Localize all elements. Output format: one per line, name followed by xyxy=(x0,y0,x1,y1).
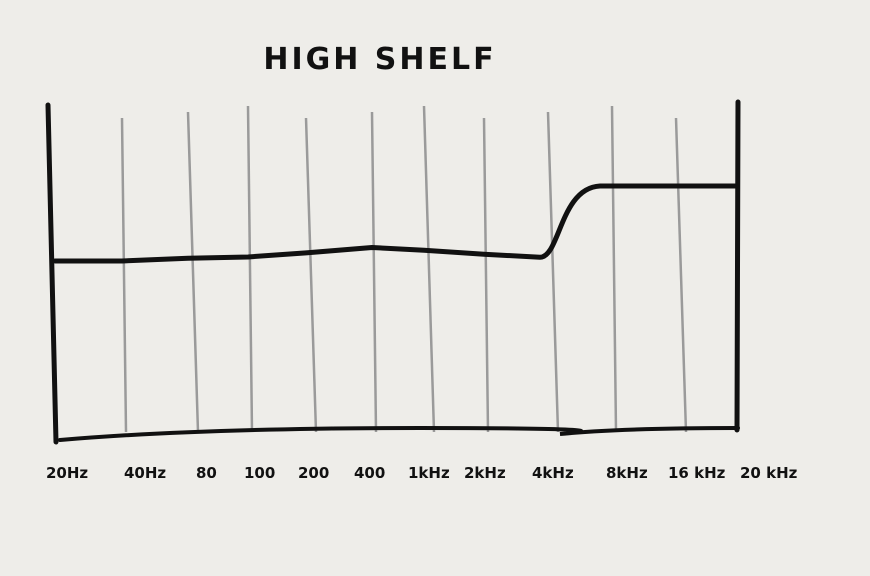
x-tick-label: 8kHz xyxy=(606,464,648,482)
x-tick-label: 16 kHz xyxy=(668,464,726,482)
x-tick-label: 20Hz xyxy=(46,464,88,482)
grid-line xyxy=(120,117,128,433)
grid-line xyxy=(422,105,436,433)
grid-line xyxy=(370,111,378,433)
grid-line xyxy=(546,111,560,433)
grid-line xyxy=(482,117,490,433)
series-line xyxy=(52,183,739,264)
x-tick-label: 400 xyxy=(354,464,385,482)
x-tick-label: 100 xyxy=(244,464,275,482)
x-tick-label: 80 xyxy=(196,464,217,482)
grid-line xyxy=(610,105,618,433)
x-tick-label: 200 xyxy=(298,464,329,482)
x-tick-label: 40Hz xyxy=(124,464,166,482)
grid-line xyxy=(186,111,200,433)
y-axis-left xyxy=(45,102,59,445)
y-axis-right xyxy=(734,99,741,433)
grid-line xyxy=(674,117,688,433)
x-tick-label: 20 kHz xyxy=(740,464,798,482)
grid-line xyxy=(304,117,318,433)
x-tick-label: 1kHz xyxy=(408,464,450,482)
x-axis xyxy=(58,425,740,442)
x-tick-label: 4kHz xyxy=(532,464,574,482)
chart-title: HIGH SHELF xyxy=(263,42,497,77)
grid-line xyxy=(246,105,254,433)
x-tick-label: 2kHz xyxy=(464,464,506,482)
